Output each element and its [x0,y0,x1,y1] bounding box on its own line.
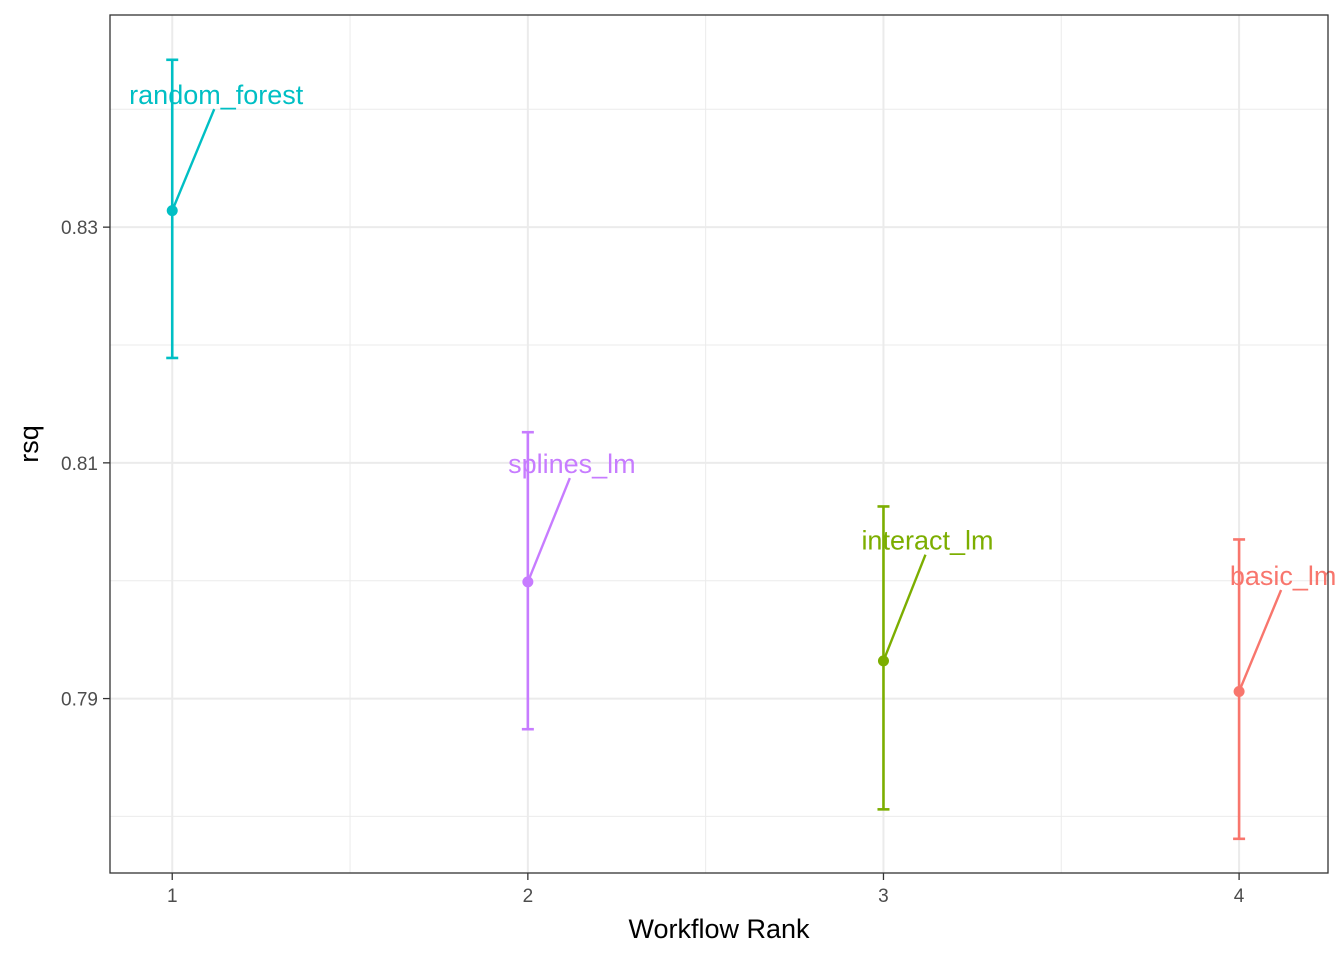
leader-line-basic_lm [1237,589,1283,692]
x-tick-label: 1 [167,886,178,907]
y-tick-label: 0.79 [61,690,98,711]
x-tick-label: 3 [878,886,889,907]
point-label-splines_lm: splines_lm [508,449,636,479]
point-label-basic_lm: basic_lm [1230,561,1337,591]
y-axis-title: rsq [14,425,44,463]
y-tick-label: 0.83 [61,218,98,239]
point-interact_lm [877,655,889,667]
point-labels: random_forest splines_lm interact_lm basic_… [129,80,1336,591]
x-axis: 1 2 3 4 [167,873,1245,907]
point-random_forest [166,205,178,217]
x-tick-label: 2 [523,886,534,907]
y-axis: 0.79 0.81 0.83 [61,218,110,711]
point-splines_lm [522,576,534,588]
y-tick-label: 0.81 [61,454,98,475]
grid-minor [110,15,1328,873]
x-axis-title: Workflow Rank [628,914,810,944]
label-leader-lines [171,108,1283,692]
point-label-interact_lm: interact_lm [861,526,993,556]
point-label-random_forest: random_forest [129,80,304,110]
data-points [166,205,1245,697]
leader-line-random_forest [171,108,216,212]
panel-background [110,15,1328,873]
leader-line-splines_lm [526,477,571,583]
panel-border [109,14,1329,874]
point-basic_lm [1233,686,1245,697]
leader-line-interact_lm [882,554,927,662]
x-tick-label: 4 [1234,886,1245,907]
